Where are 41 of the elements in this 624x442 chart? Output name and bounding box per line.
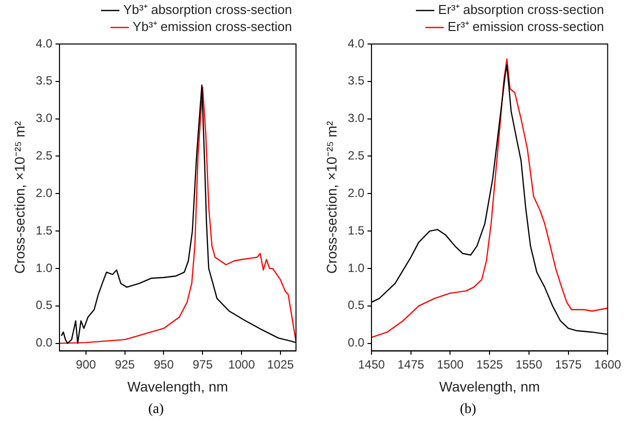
y-axis-title: Cross-section, ×10⁻²⁵ m²: [11, 120, 28, 274]
x-tick-label: 1000: [228, 357, 256, 372]
y-axis-title: Cross-section, ×10⁻²⁵ m²: [323, 120, 340, 274]
text: (b): [458, 402, 478, 418]
y-tick-label: 2.5: [348, 148, 365, 163]
y-tick-label: 2.0: [36, 186, 53, 200]
x-tick-label: 1475: [397, 357, 425, 372]
x-tick-label: 1525: [476, 357, 504, 372]
x-tick-label: 1600: [594, 357, 622, 372]
x-tick-label: 1550: [516, 357, 543, 372]
y-tick-label: 3.0: [36, 111, 53, 126]
y-tick-label: 4.0: [36, 36, 53, 50]
y-tick-label: 2.5: [36, 148, 53, 163]
x-tick-label: 900: [76, 357, 96, 372]
text: (a): [147, 402, 165, 418]
x-tick-label: 925: [114, 357, 136, 372]
y-tick-label: 0.5: [348, 298, 365, 312]
x-axis-title: Wavelength, nm: [439, 378, 540, 394]
x-tick-label: 950: [154, 357, 174, 372]
y-tick-label: 3.0: [348, 111, 365, 126]
y-tick-label: 0.5: [36, 298, 53, 312]
legend-label: Er³⁺ absorption cross-section: [438, 2, 604, 18]
y-tick-label: 1.0: [36, 260, 53, 275]
y-tick-label: 1.5: [348, 223, 365, 238]
x-tick-label: 1025: [267, 357, 294, 372]
x-tick-label: 975: [192, 357, 213, 372]
x-tick-label: 1575: [554, 357, 582, 372]
legend-label: Er³⁺ emission cross-section: [448, 19, 604, 34]
y-tick-label: 4.0: [348, 36, 365, 50]
legend-label: Yb³⁺ absorption cross-section: [123, 2, 292, 18]
y-tick-label: 1.0: [348, 260, 365, 275]
y-tick-label: 0.0: [36, 336, 53, 350]
y-tick-label: 1.5: [36, 223, 53, 238]
y-tick-label: 2.0: [348, 186, 365, 200]
x-tick-label: 1450: [358, 357, 386, 372]
y-tick-label: 0.0: [348, 336, 365, 350]
x-axis-title: Wavelength, nm: [127, 378, 228, 394]
y-tick-label: 3.5: [36, 74, 53, 88]
x-tick-label: 1500: [436, 357, 464, 372]
y-tick-label: 3.5: [348, 74, 365, 88]
legend-label: Yb³⁺ emission cross-section: [132, 19, 292, 34]
